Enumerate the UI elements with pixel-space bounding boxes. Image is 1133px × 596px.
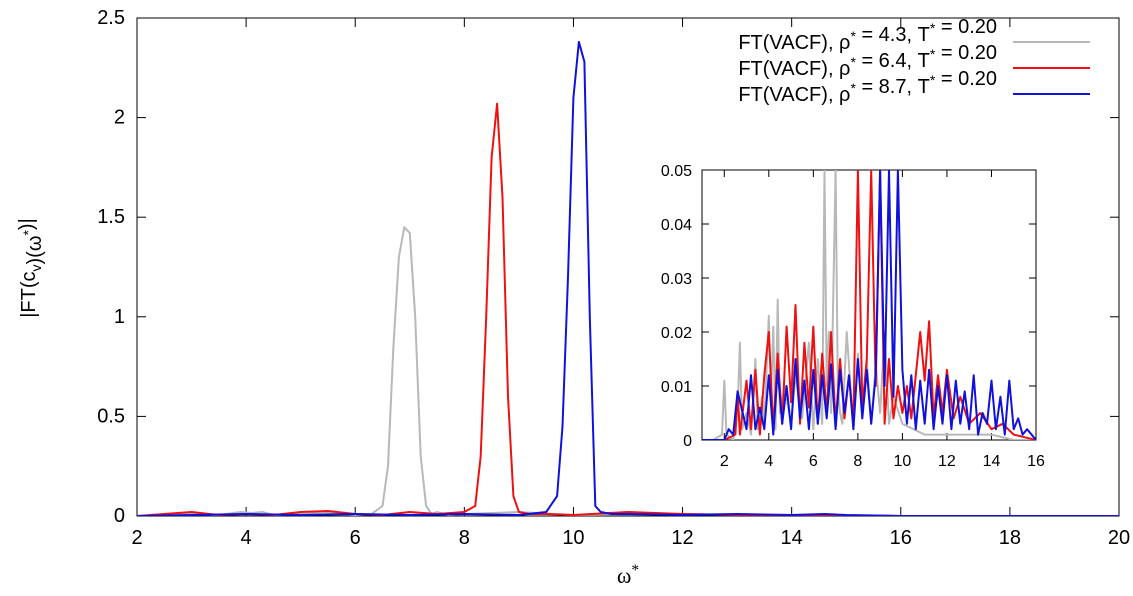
y-axis-label: |FT(cv)(ω*)| [16,218,46,318]
main-y-tick-label: 2 [114,107,125,129]
main-x-tick-label: 2 [131,527,142,549]
main-x-tick-label: 6 [350,527,361,549]
main-y-tick-label: 1.5 [97,206,125,228]
x-axis-label: ω* [617,562,639,588]
inset-y-tick-label: 0.03 [661,271,692,288]
inset-y-tick-label: 0 [683,433,692,450]
main-plot-frame [136,17,1120,517]
main-x-tick-label: 20 [1108,527,1130,549]
inset-x-tick-label: 16 [1027,453,1045,470]
main-x-tick-label: 4 [241,527,252,549]
main-x-tick-label: 12 [671,527,693,549]
main-y-tick-label: 1 [114,306,125,328]
inset-y-tick-label: 0.04 [661,217,692,234]
main-x-tick-label: 18 [999,527,1021,549]
main-x-tick-label: 14 [781,527,803,549]
legend-entry-label: FT(VACF), ρ* = 4.3, T* = 0.20 [738,16,997,54]
inset-series-line-3 [702,170,1036,440]
inset-x-tick-label: 14 [983,453,1001,470]
inset-series-group [702,170,1036,440]
inset-y-tick-label: 0.01 [661,379,692,396]
inset-x-tick-label: 6 [809,453,818,470]
inset-x-tick-label: 2 [720,453,729,470]
inset-x-tick-label: 4 [764,453,773,470]
main-x-tick-label: 8 [459,527,470,549]
main-y-tick-label: 0.5 [97,405,125,427]
inset-axis-ticks: 2 4 6 8 10 12 14 16 0 0.01 0.02 0.03 0.04 0.05 [661,163,1045,470]
inset-y-tick-label: 0.05 [661,163,692,180]
main-series-line-3 [137,40,1119,516]
inset-x-tick-label: 10 [894,453,912,470]
inset-y-tick-label: 0.02 [661,325,692,342]
main-x-tick-label: 16 [890,527,912,549]
main-x-tick-label: 10 [562,527,584,549]
inset-x-tick-label: 12 [938,453,956,470]
main-y-tick-label: 0 [114,505,125,527]
inset-x-tick-label: 8 [853,453,862,470]
main-y-tick-label: 2.5 [97,7,125,29]
main-series-group [137,40,1119,516]
legend-entry-label: FT(VACF), ρ* = 8.7, T* = 0.20 [738,68,997,106]
legend-entry-label: FT(VACF), ρ* = 6.4, T* = 0.20 [738,42,997,80]
